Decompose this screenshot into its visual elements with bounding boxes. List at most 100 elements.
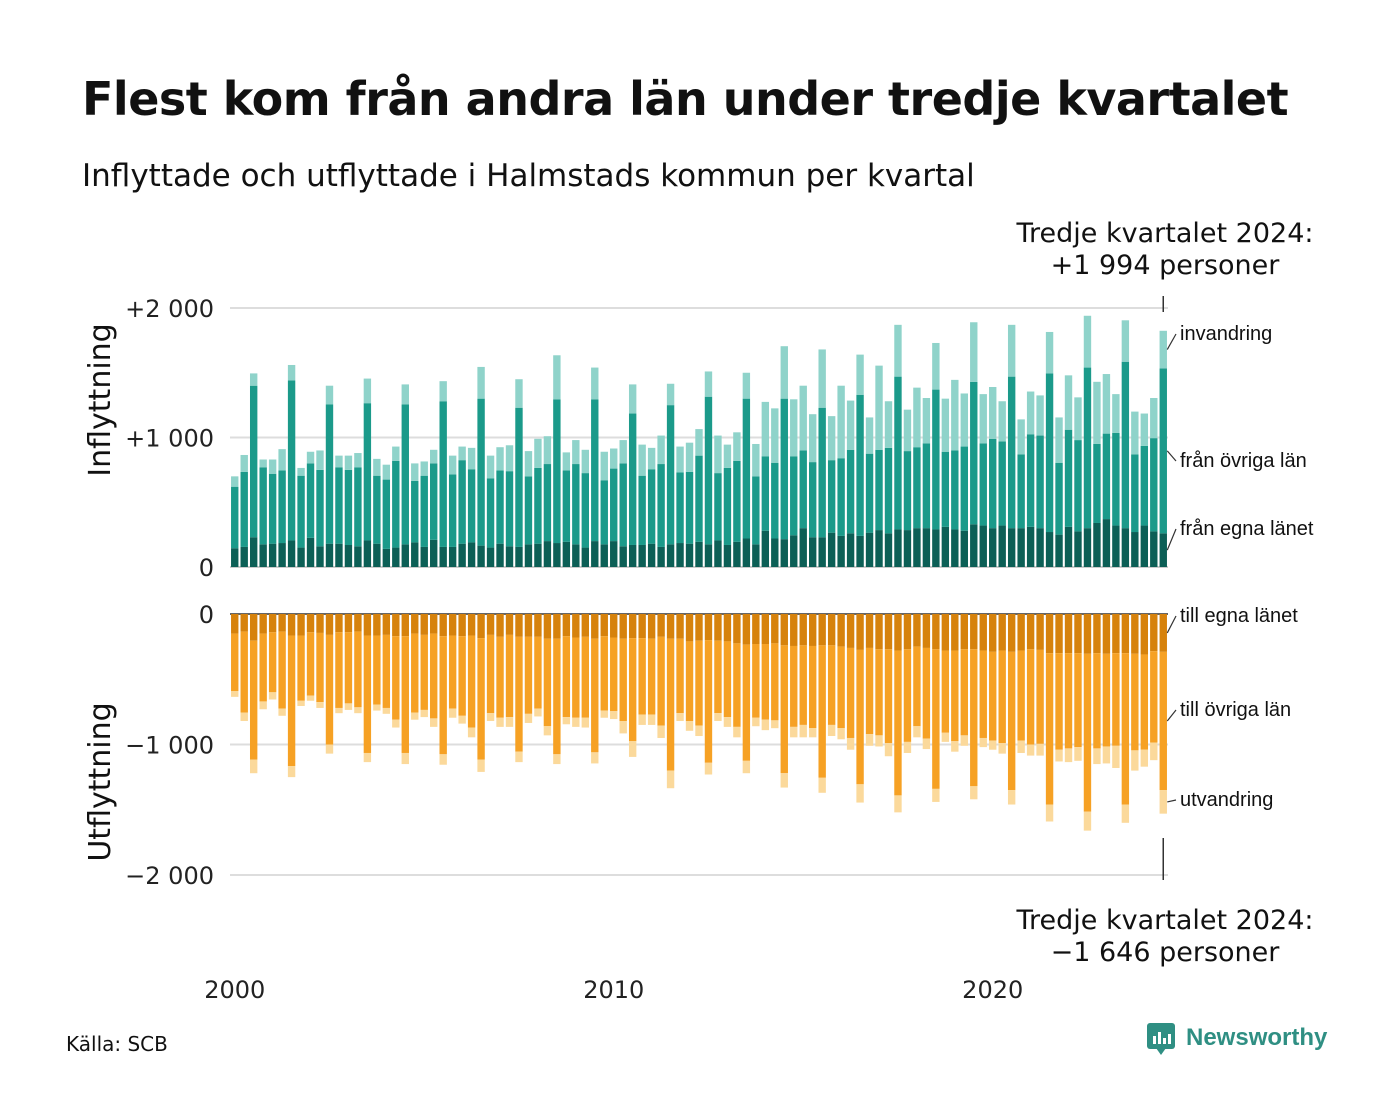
bar-segment [752,614,760,645]
bar-segment [287,380,296,541]
bar-segment [856,394,864,536]
bar-segment [979,525,987,567]
bar-segment [591,367,599,400]
bar-segment [818,777,826,793]
bar-segment [496,543,504,567]
bar-segment [591,399,599,542]
bar-segment [581,473,589,548]
bar-segment [1121,361,1130,529]
bar-segment [1055,462,1063,535]
bar-segment [676,614,684,639]
bar-segment [610,614,618,638]
bar-segment [647,714,656,725]
bar-segment [875,649,883,736]
bar-segment [1074,440,1082,532]
leader-line [1167,799,1177,803]
bar-segment [932,529,940,567]
y-tick-label: +2 000 [125,295,214,323]
bar-segment [1140,654,1149,750]
bar-segment [439,754,447,765]
bar-segment [240,712,248,722]
bar-segment [354,453,362,468]
bar-segment [562,636,571,718]
bar-segment [344,544,353,567]
bar-segment [970,786,978,800]
bar-segment [922,398,931,444]
x-tick-label: 2020 [962,976,1023,1000]
bar-segment [903,649,912,742]
bar-segment [382,634,391,708]
bar-segment [742,398,751,539]
bar-segment [704,762,713,775]
bar-segment [723,614,732,642]
bar-segment [894,614,902,651]
bar-segment [628,413,637,545]
bar-segment [562,614,571,637]
bar-segment [846,614,855,648]
bar-segment [913,646,921,727]
bar-segment [922,738,931,750]
bar-segment [989,614,997,652]
bar-segment [827,724,836,737]
bar-segment [1159,533,1167,567]
bar-segment [932,649,940,789]
bar-segment [268,473,277,544]
bar-segment [278,708,286,716]
bar-segment [685,442,694,472]
bar-segment [941,398,950,452]
bar-segment [922,443,931,529]
bar-segment [306,463,315,538]
bar-segment [505,614,514,635]
panel-axis-label: Inflyttning [83,323,118,476]
bar-segment [259,544,267,567]
bar-segment [392,614,400,637]
bar-segment [714,640,722,714]
bar-segment [524,636,533,714]
bar-segment [411,542,419,567]
bar-segment [259,459,267,468]
bar-segment [259,701,267,710]
bar-segment [572,717,580,727]
bar-segment [1131,411,1139,455]
bar-segment [647,638,656,715]
bar-segment [287,540,296,567]
bar-segment [742,538,751,567]
bar-segment [382,707,391,714]
bar-segment [998,401,1006,442]
bar-segment [979,614,987,651]
bar-segment [610,711,618,720]
bar-segment [685,641,694,722]
bar-segment [486,614,495,635]
bar-segment [363,378,372,404]
bar-segment [865,614,874,648]
bar-segment [1045,653,1054,805]
bar-segment [486,478,495,548]
bar-segment [1140,413,1149,446]
bar-segment [628,384,637,414]
bar-segment [534,636,542,709]
bar-segment [1131,532,1139,567]
bar-segment [761,644,770,720]
bar-segment [742,644,751,761]
bar-segment [496,717,504,727]
bar-segment [733,614,741,644]
bar-segment [316,450,324,470]
bar-segment [240,471,248,547]
bar-segment [989,740,997,750]
bar-segment [894,650,902,796]
bar-segment [591,541,599,567]
bar-segment [894,324,902,377]
bar-segment [344,703,353,710]
bar-segment [287,766,296,778]
bar-segment [657,435,665,465]
bar-segment [799,450,807,529]
brand-logo[interactable]: Newsworthy [1146,1022,1327,1055]
bar-segment [1045,373,1054,533]
bar-segment [998,614,1006,651]
bar-segment [600,710,608,718]
bar-segment [932,389,940,530]
bar-segment [666,383,675,406]
bar-segment [818,349,826,408]
bar-segment [392,719,400,728]
bar-segment [638,614,646,639]
